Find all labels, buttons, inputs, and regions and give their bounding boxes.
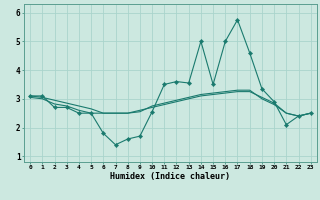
X-axis label: Humidex (Indice chaleur): Humidex (Indice chaleur): [110, 172, 230, 181]
